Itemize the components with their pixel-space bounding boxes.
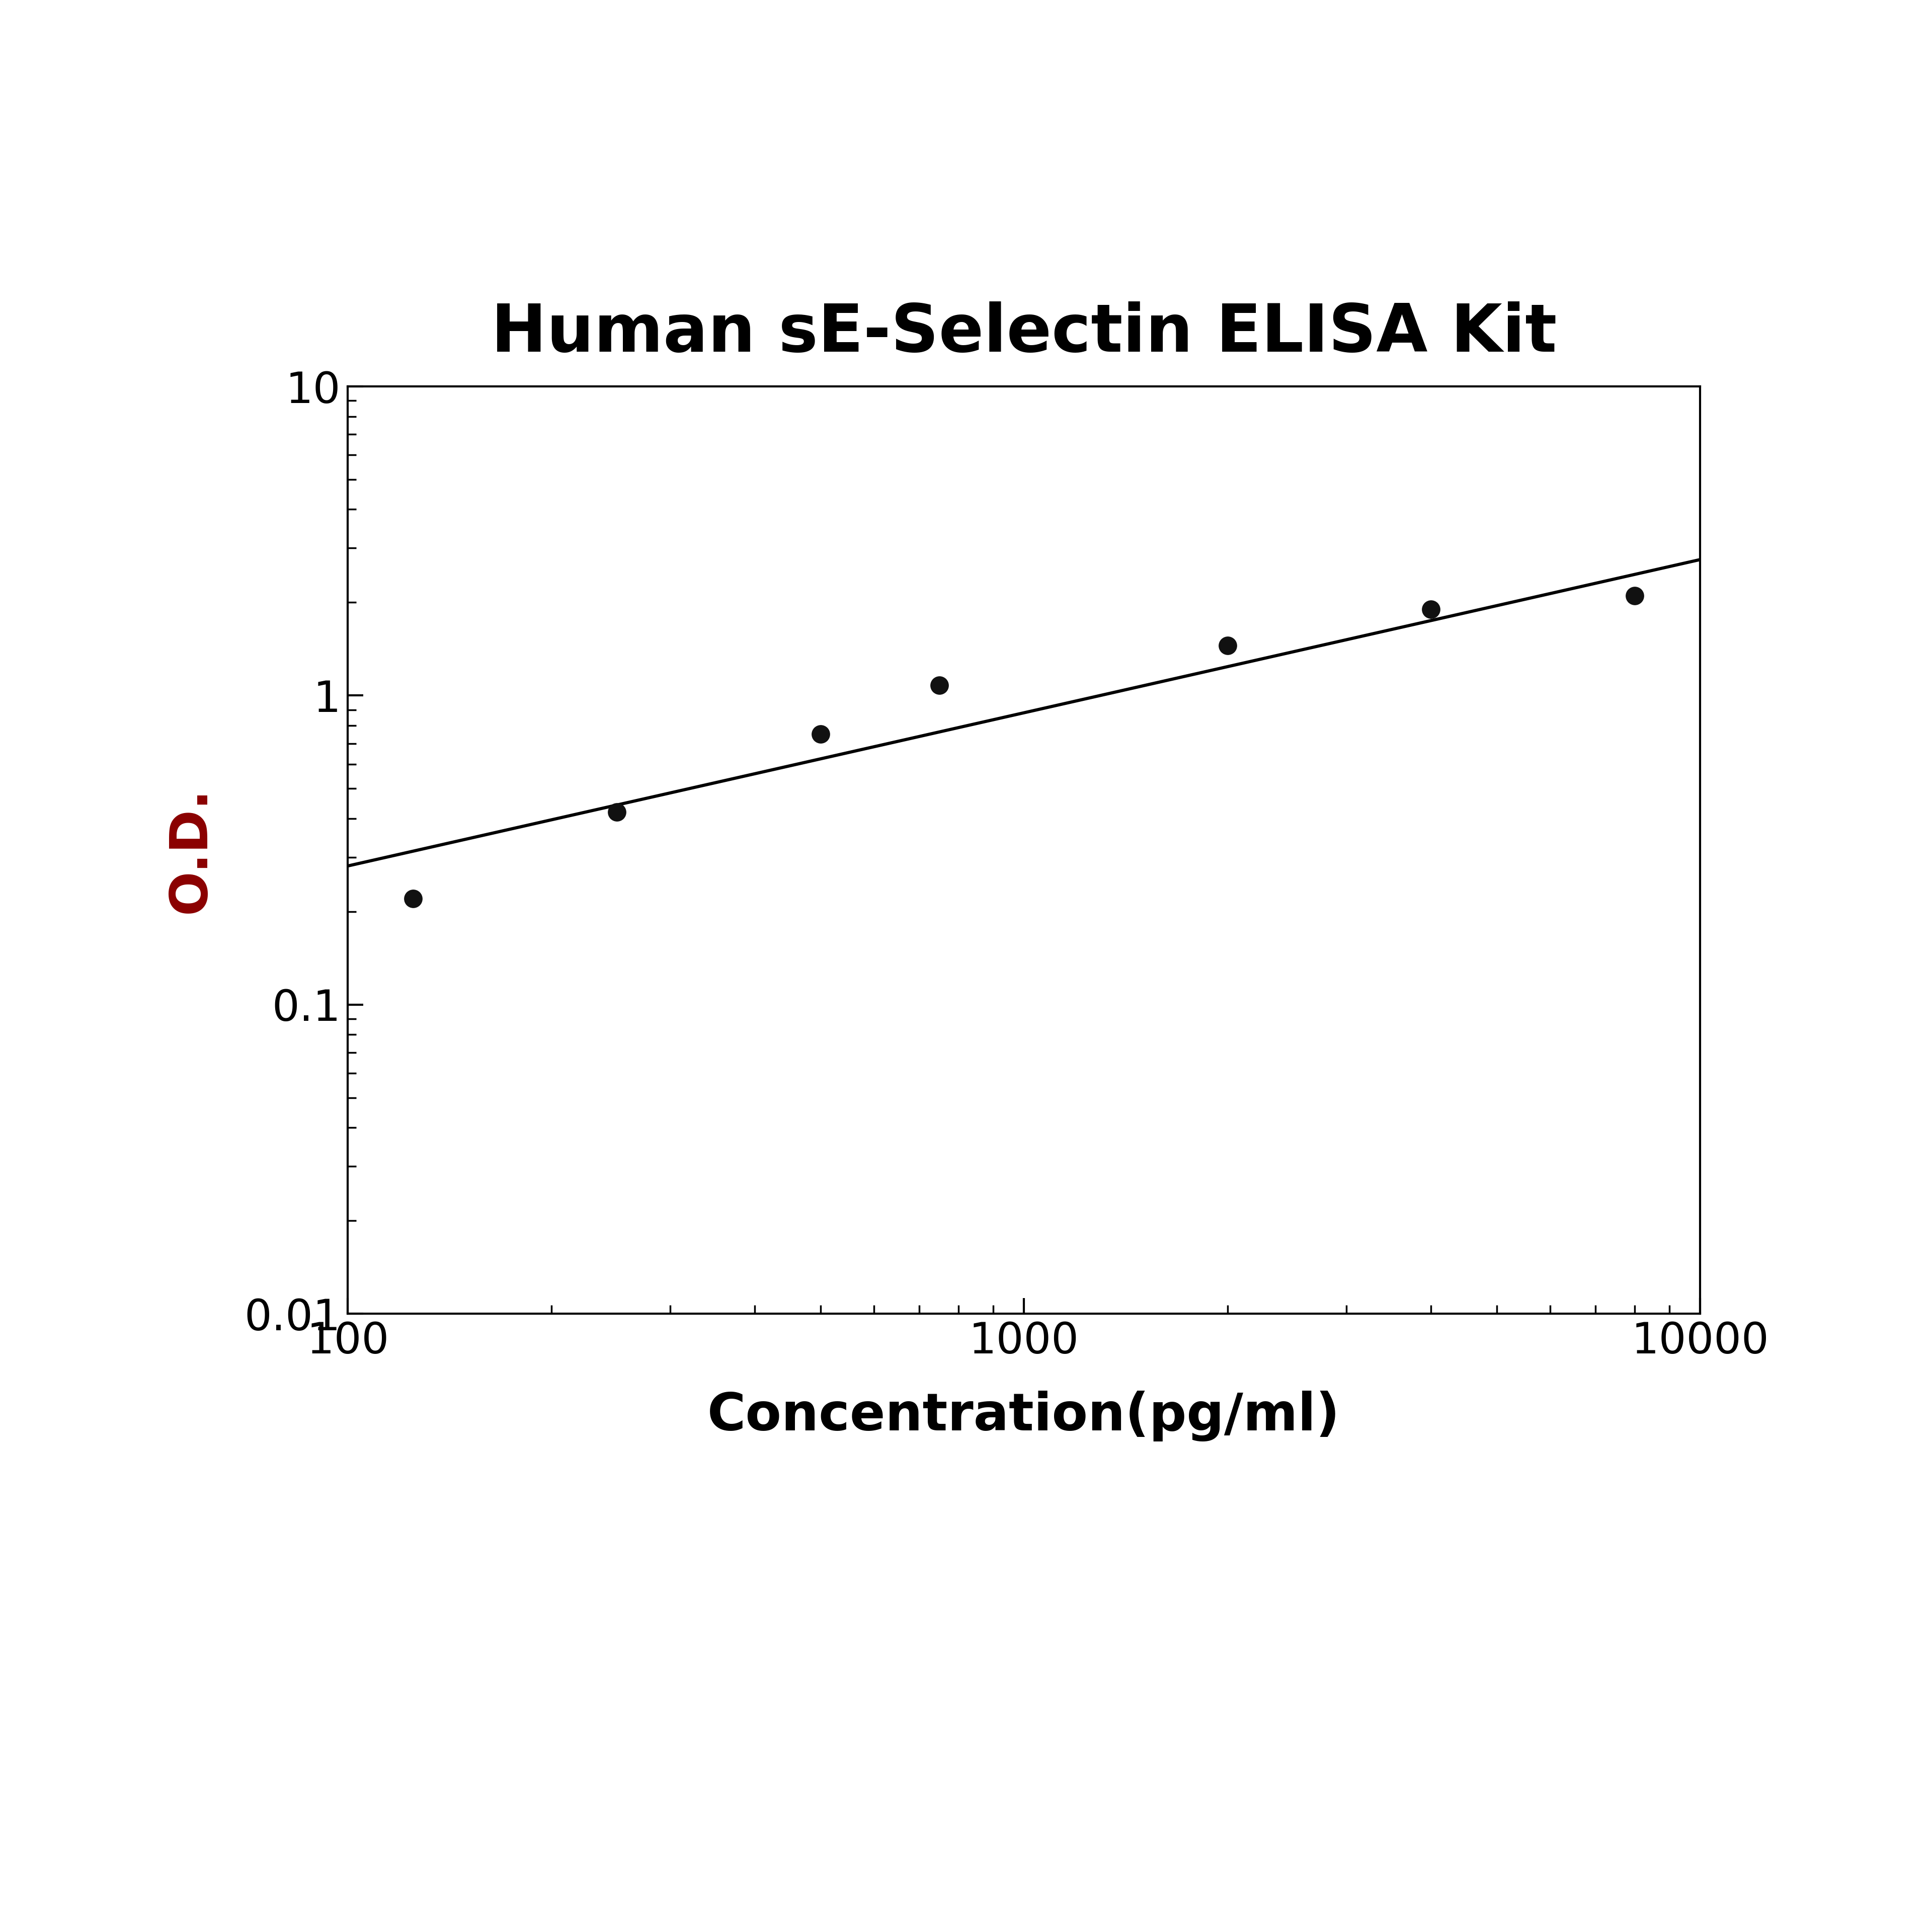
Title: Human sE-Selectin ELISA Kit: Human sE-Selectin ELISA Kit xyxy=(491,301,1557,365)
Point xyxy=(1416,593,1447,624)
Point xyxy=(923,670,954,701)
Point xyxy=(806,719,837,750)
X-axis label: Concentration(pg/ml): Concentration(pg/ml) xyxy=(707,1391,1341,1441)
Point xyxy=(601,796,632,827)
Point xyxy=(1619,580,1650,611)
Y-axis label: O.D.: O.D. xyxy=(166,786,216,914)
Point xyxy=(398,883,429,914)
Point xyxy=(1211,630,1242,661)
